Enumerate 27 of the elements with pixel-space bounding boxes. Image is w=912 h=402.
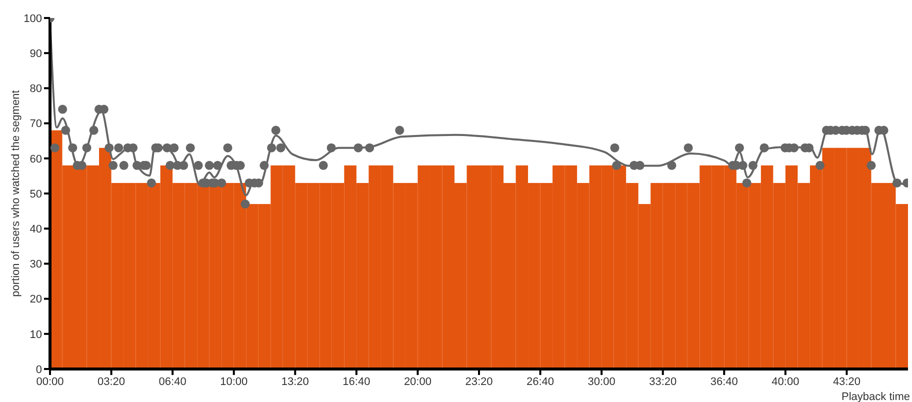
x-tick-label: 30:00 bbox=[588, 376, 616, 388]
x-tick-label: 23:20 bbox=[465, 376, 493, 388]
x-axis-title: Playback time bbox=[842, 391, 910, 402]
x-tick-label: 03:20 bbox=[98, 376, 126, 388]
x-tick-label: 06:40 bbox=[158, 376, 186, 388]
y-tick-label: 0 bbox=[36, 364, 42, 376]
x-tick-label: 16:40 bbox=[342, 376, 370, 388]
y-tick-label: 60 bbox=[30, 153, 42, 166]
x-tick-label: 36:40 bbox=[710, 376, 738, 388]
x-tick-label: 43:20 bbox=[832, 376, 860, 388]
x-tick-label: 26:40 bbox=[526, 376, 554, 388]
y-axis-title: portion of users who watched the segment bbox=[10, 90, 22, 297]
y-tick-label: 20 bbox=[30, 294, 42, 306]
x-tick-label: 33:20 bbox=[649, 376, 677, 388]
y-tick-label: 80 bbox=[30, 83, 42, 96]
y-tick-label: 70 bbox=[30, 118, 42, 130]
x-tick-label: 20:00 bbox=[404, 376, 432, 388]
y-tick-label: 90 bbox=[30, 48, 42, 60]
x-tick-label: 00:00 bbox=[36, 376, 64, 388]
x-tick-label: 13:20 bbox=[281, 376, 309, 388]
x-tick-label: 10:00 bbox=[220, 376, 248, 388]
y-tick-label: 100 bbox=[24, 12, 42, 25]
y-tick-label: 30 bbox=[30, 258, 42, 271]
x-tick-label: 40:00 bbox=[772, 376, 800, 388]
y-tick-label: 50 bbox=[30, 188, 42, 200]
y-tick-label: 10 bbox=[30, 328, 42, 341]
y-tick-label: 40 bbox=[30, 224, 42, 236]
